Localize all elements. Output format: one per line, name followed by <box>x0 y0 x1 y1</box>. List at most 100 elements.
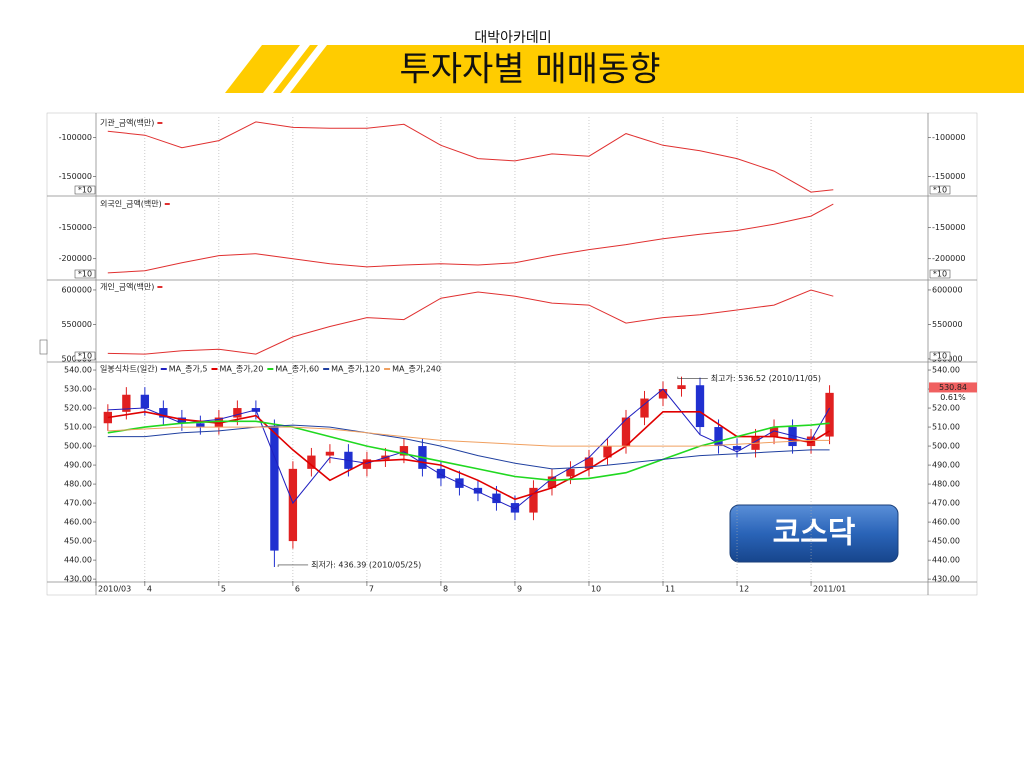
y-tick-label: 470.00 <box>932 499 960 508</box>
scale-box <box>929 269 951 279</box>
y-tick-label: 600000 <box>932 285 963 294</box>
badge[interactable]: 코스닥 <box>729 504 899 563</box>
candle-body <box>658 389 668 399</box>
legend-label: MA_종가,120 <box>331 365 380 374</box>
annotation: 최고가: 536.52 (2010/11/05) <box>711 373 821 383</box>
legend-label: MA_종가,60 <box>275 365 319 374</box>
y-tick-label: 540.00 <box>64 366 92 375</box>
x-tick-label: 11 <box>665 585 675 594</box>
scale-box <box>929 185 951 195</box>
badge-box <box>729 504 899 563</box>
x-tick-label: 9 <box>517 585 522 594</box>
y-tick-label: 470.00 <box>64 499 92 508</box>
moving-average <box>107 424 830 470</box>
y-tick-label: 450.00 <box>64 537 92 546</box>
badge-label: 코스닥 <box>773 516 856 551</box>
candle-body <box>603 446 612 458</box>
candle-body <box>640 398 649 418</box>
y-tick-label: 520.00 <box>932 404 960 413</box>
last-price-box <box>929 382 977 393</box>
y-tick-label: 540.00 <box>932 366 960 375</box>
academy: 대박아카데미 <box>474 30 551 46</box>
y-tick-label: 440.00 <box>932 556 960 565</box>
candle-body <box>159 408 168 418</box>
scroll-handle[interactable] <box>39 339 48 355</box>
y-tick-label: 490.00 <box>932 461 960 470</box>
candle-body <box>473 487 483 494</box>
series-line <box>107 121 834 193</box>
scale-label: *10 <box>933 352 947 361</box>
legend-label: MA_종가,20 <box>220 365 264 374</box>
candle-body <box>732 446 742 450</box>
y-tick-label: 480.00 <box>64 480 92 489</box>
series-line <box>107 289 834 355</box>
moving-average <box>107 426 830 447</box>
y-tick-label: 450.00 <box>932 537 960 546</box>
y-tick-label: 500.00 <box>932 442 960 451</box>
candle-body <box>436 468 446 479</box>
candle-body <box>621 417 631 447</box>
y-tick-label: 510.00 <box>64 423 92 432</box>
y-tick-label: 530.00 <box>64 385 92 394</box>
panel-title: 외국인_금액(백만) <box>100 199 162 209</box>
x-tick-label: 2010/03 <box>98 585 131 594</box>
candle-body <box>325 451 335 456</box>
candle-body <box>177 417 187 424</box>
y-tick-label: 430.00 <box>64 575 92 584</box>
candle-body <box>307 455 316 469</box>
banner-piece <box>225 45 300 93</box>
scale-box <box>74 185 96 195</box>
y-tick-label: -100000 <box>59 133 92 142</box>
y-tick-label: 460.00 <box>64 518 92 527</box>
x-tick-label: 7 <box>369 585 374 594</box>
y-tick-label: 520.00 <box>64 404 92 413</box>
annotation-leader <box>677 376 708 379</box>
candle-body <box>233 408 242 418</box>
candle-body <box>584 457 594 469</box>
candle-body <box>122 394 131 412</box>
y-tick-label: -150000 <box>59 172 92 181</box>
candle-body <box>566 468 575 477</box>
scale-box <box>929 351 951 361</box>
banner <box>290 45 1024 93</box>
candle-body <box>769 427 779 437</box>
y-tick-label: 510.00 <box>932 423 960 432</box>
legend-label: MA_종가,240 <box>392 365 441 374</box>
x-tick-label: 4 <box>147 585 152 594</box>
y-tick-label: 600000 <box>61 285 92 294</box>
y-tick-label: 500.00 <box>64 442 92 451</box>
price-change: 0.61% <box>940 393 966 402</box>
legend-label: MA_종가,5 <box>169 365 208 374</box>
y-tick-label: 550000 <box>61 320 92 329</box>
scale-label: *10 <box>78 270 92 279</box>
panel-title: 개인_금액(백만) <box>100 282 154 292</box>
candle-body <box>677 385 686 390</box>
scale-label: *10 <box>78 186 92 195</box>
y-tick-label: 440.00 <box>64 556 92 565</box>
candle-body <box>362 459 372 469</box>
scale-label: *10 <box>78 352 92 361</box>
y-tick-label: -200000 <box>59 254 92 263</box>
x-tick-label: 2011/01 <box>813 585 846 594</box>
y-tick-label: 480.00 <box>932 480 960 489</box>
candle-body <box>288 468 298 542</box>
candle-body <box>825 392 834 437</box>
candle-body <box>714 427 723 447</box>
annotation-leader <box>277 564 309 567</box>
moving-average <box>107 420 830 482</box>
moving-average <box>107 388 831 510</box>
panel-title: 기관_금액(백만) <box>100 118 154 128</box>
candle-body <box>547 476 557 488</box>
x-tick-label: 6 <box>295 585 300 594</box>
candle-body <box>399 446 409 456</box>
candle-body <box>492 493 501 504</box>
y-tick-label: -150000 <box>932 223 965 232</box>
y-tick-label: 550000 <box>932 320 963 329</box>
y-tick-label: -150000 <box>59 223 92 232</box>
y-tick-label: 430.00 <box>932 575 960 584</box>
candle-body <box>529 487 538 513</box>
panel-title: 일봉식차트(일간) <box>100 364 158 374</box>
x-tick-label: 5 <box>221 585 226 594</box>
last-price: 530.84 <box>939 383 967 392</box>
